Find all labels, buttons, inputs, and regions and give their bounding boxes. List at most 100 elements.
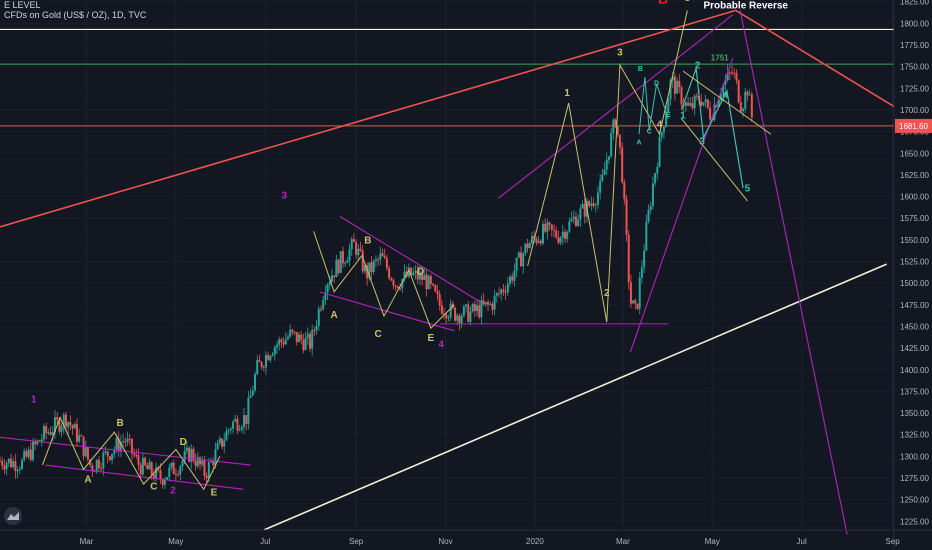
candle-body bbox=[27, 449, 30, 457]
candle-body bbox=[541, 224, 544, 244]
candle-body bbox=[38, 440, 41, 442]
wave-label-3: 3 bbox=[617, 47, 623, 58]
price-tick-label: 1750.00 bbox=[900, 63, 929, 72]
candle-body bbox=[649, 206, 652, 211]
candle-body bbox=[284, 338, 287, 345]
yellow-lower-wedge bbox=[681, 118, 748, 202]
candle-body bbox=[509, 276, 512, 284]
candle-body bbox=[350, 239, 353, 250]
candle-body bbox=[122, 441, 125, 443]
candle-body bbox=[640, 267, 643, 278]
candle-body bbox=[363, 265, 366, 272]
candle-body bbox=[728, 72, 731, 74]
candle-body bbox=[522, 253, 525, 267]
candle-body bbox=[179, 466, 182, 475]
candle-body bbox=[691, 103, 694, 109]
candle-body bbox=[317, 308, 320, 326]
candle-body bbox=[133, 453, 136, 455]
annotation-label: Probable Reverse bbox=[703, 1, 788, 12]
candle-body bbox=[328, 281, 331, 285]
price-tick-label: 1425.00 bbox=[900, 344, 929, 353]
candle-body bbox=[225, 431, 228, 441]
candle-body bbox=[286, 336, 289, 339]
candle-body bbox=[1, 460, 4, 466]
candle-body bbox=[295, 332, 298, 343]
candle-body bbox=[669, 80, 672, 100]
candle-body bbox=[561, 231, 564, 238]
candle-body bbox=[590, 203, 593, 207]
current-price-label: 1681.60 bbox=[899, 122, 928, 131]
candle-body bbox=[695, 95, 698, 97]
wave-label-3: 3 bbox=[282, 190, 288, 201]
candle-body bbox=[45, 426, 48, 434]
candle-body bbox=[423, 274, 426, 280]
candle-body bbox=[557, 237, 560, 243]
candle-body bbox=[265, 355, 268, 368]
candle-body bbox=[722, 84, 725, 95]
candle-body bbox=[67, 422, 70, 427]
candle-body bbox=[750, 94, 753, 118]
candle-body bbox=[192, 448, 195, 461]
candle-body bbox=[267, 355, 270, 361]
candle-body bbox=[546, 222, 549, 232]
candle-body bbox=[352, 239, 355, 242]
candle-body bbox=[335, 259, 338, 278]
candle-body bbox=[243, 415, 246, 428]
yellow-impulse-wave bbox=[527, 10, 688, 323]
candle-body bbox=[544, 224, 547, 232]
candle-body bbox=[733, 72, 736, 74]
wave4-channel-top bbox=[339, 216, 481, 303]
candle-body bbox=[14, 461, 17, 472]
candle-body bbox=[720, 94, 723, 100]
candle-body bbox=[333, 275, 336, 278]
candle-body bbox=[654, 173, 657, 184]
candle-body bbox=[221, 438, 224, 447]
candle-body bbox=[130, 438, 133, 454]
candle-body bbox=[467, 304, 470, 322]
price-tick-label: 1325.00 bbox=[900, 431, 929, 440]
candle-body bbox=[623, 182, 626, 200]
candle-body bbox=[416, 270, 419, 280]
wave-label-B: B bbox=[638, 66, 643, 73]
candle-body bbox=[596, 192, 599, 205]
candle-body bbox=[152, 474, 155, 479]
candle-body bbox=[614, 119, 617, 127]
candle-body bbox=[399, 288, 402, 290]
candle-body bbox=[693, 95, 696, 109]
candle-body bbox=[568, 221, 571, 232]
price-tick-label: 1800.00 bbox=[900, 19, 929, 28]
candle-body bbox=[440, 305, 443, 314]
candle-body bbox=[170, 462, 173, 468]
wave-label-4: 4 bbox=[723, 90, 729, 101]
yellow-abcde-wave-left bbox=[42, 416, 221, 491]
candle-body bbox=[374, 259, 377, 261]
candle-body bbox=[524, 243, 527, 254]
candle-body bbox=[97, 459, 100, 469]
candle-body bbox=[381, 253, 384, 257]
candle-body bbox=[319, 308, 322, 310]
candle-body bbox=[100, 468, 103, 470]
candle-body bbox=[480, 300, 483, 318]
candle-body bbox=[95, 459, 98, 471]
candle-body bbox=[656, 166, 659, 174]
candle-body bbox=[174, 474, 177, 476]
price-tick-label: 1475.00 bbox=[900, 301, 929, 310]
candle-body bbox=[414, 270, 417, 273]
candle-body bbox=[407, 267, 410, 277]
tradingview-logo-icon[interactable] bbox=[4, 507, 22, 525]
candle-body bbox=[229, 428, 232, 430]
candle-body bbox=[511, 276, 514, 281]
wave-label-2: 2 bbox=[170, 486, 176, 497]
candle-body bbox=[161, 479, 164, 485]
candle-body bbox=[322, 300, 325, 310]
wave-label-C: C bbox=[647, 128, 652, 135]
candle-body bbox=[498, 293, 501, 295]
candle-body bbox=[273, 347, 276, 355]
candle-body bbox=[724, 80, 727, 85]
price-tick-label: 1575.00 bbox=[900, 214, 929, 223]
candle-body bbox=[579, 208, 582, 220]
wave-label-2: 2 bbox=[695, 60, 701, 71]
wave-label-A: A bbox=[331, 310, 338, 321]
